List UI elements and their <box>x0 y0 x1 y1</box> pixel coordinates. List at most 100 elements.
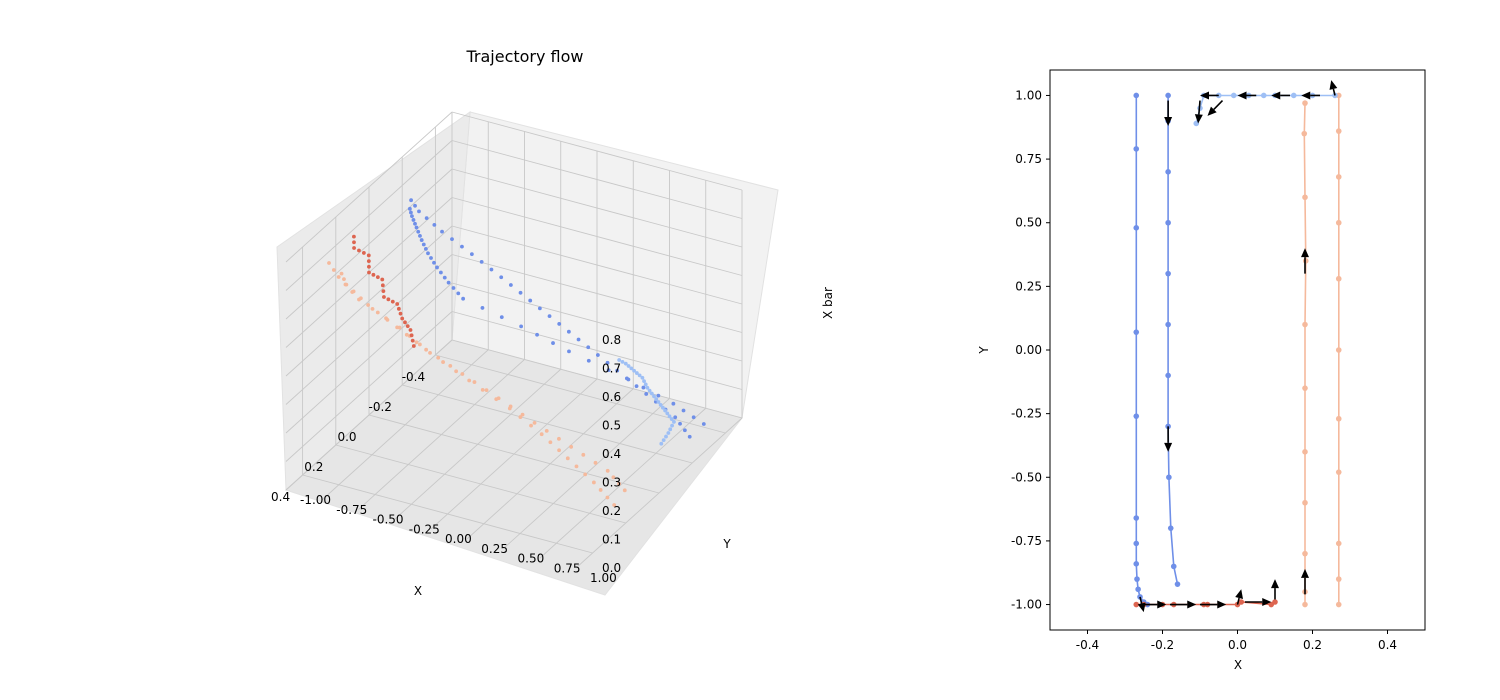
scatter-point-3d <box>499 315 504 320</box>
chart-title: Trajectory flow <box>465 47 583 66</box>
scatter-point-3d <box>593 460 598 465</box>
z-tick-label-3d: 0.5 <box>602 419 621 433</box>
flow-arrow-head <box>1164 117 1173 126</box>
series-point <box>1335 601 1342 608</box>
scatter-point-3d <box>632 368 636 373</box>
grid-3d <box>285 111 743 569</box>
y-tick-label-3d: -1.00 <box>300 493 331 507</box>
series-point <box>1133 601 1140 608</box>
scatter-point-3d <box>454 369 459 374</box>
scatter-point-3d <box>403 320 407 325</box>
scatter-point-3d <box>548 440 553 445</box>
scatter-point-3d <box>663 408 667 413</box>
scatter-point-3d <box>352 246 356 250</box>
scatter-point-3d <box>375 310 380 315</box>
y-tick-label-3d: -0.25 <box>409 522 440 536</box>
y-tick-label-3d: 0.75 <box>554 561 581 575</box>
grid-z-back <box>451 254 743 333</box>
scatter-point-3d <box>448 363 453 368</box>
series-point <box>1133 515 1140 521</box>
flow-arrow-shaft <box>1198 100 1201 115</box>
flow-arrow-head <box>1217 600 1227 609</box>
grid-z-left <box>285 140 453 291</box>
scatter-point-3d <box>611 475 616 480</box>
scatter-point-3d <box>336 275 341 279</box>
scatter-point-3d <box>426 251 430 256</box>
y-tick-label-3d: 0.25 <box>481 542 508 556</box>
grid-z-left <box>285 311 453 462</box>
x-tick-label: 0.2 <box>1303 638 1322 652</box>
scatter-point-3d <box>664 434 668 439</box>
scatter-point-3d <box>615 368 620 373</box>
scatter-point-3d <box>595 353 600 357</box>
scatter-point-3d <box>606 368 611 373</box>
x-tick-label-3d: -0.2 <box>368 400 391 414</box>
scatter-point-3d <box>367 264 371 269</box>
y-tick-label: -0.75 <box>1011 534 1042 548</box>
series-point <box>1302 499 1308 506</box>
scatter-point-3d <box>421 242 426 247</box>
x-tick-label-3d: 0.4 <box>271 490 290 504</box>
scatter-point-3d <box>410 338 415 343</box>
scatter-point-3d <box>409 198 413 203</box>
series-point <box>1165 372 1171 379</box>
scatter-point-3d <box>411 218 416 222</box>
scatter-point-3d <box>634 384 639 389</box>
y-tick-label-3d: 0.50 <box>518 552 545 566</box>
flow-arrow-head <box>1237 91 1247 100</box>
scatter-point-3d <box>682 428 687 433</box>
scatter-point-3d <box>518 415 523 419</box>
scatter-point-3d <box>441 360 445 364</box>
scatter-point-3d <box>432 222 437 227</box>
scatter-point-3d <box>440 229 444 234</box>
flow-arrow-head <box>1271 579 1279 589</box>
series-point <box>1133 413 1140 419</box>
scatter-point-3d <box>405 324 410 329</box>
scatter-point-3d <box>451 286 456 290</box>
scatter-point-3d <box>701 422 706 426</box>
scatter-point-3d <box>423 246 428 251</box>
scatter-point-3d <box>652 394 656 399</box>
scatter-point-3d <box>413 221 417 226</box>
scatter-point-3d <box>661 438 666 443</box>
scatter-point-3d <box>435 265 439 270</box>
z-tick-label-3d: 0.6 <box>602 390 621 404</box>
scatter-point-3d <box>687 434 692 439</box>
scatter-point-3d <box>494 397 499 402</box>
scatter-point-3d <box>424 216 429 221</box>
scatter-point-3d <box>529 423 533 428</box>
scatter-point-3d <box>681 408 686 413</box>
scatter-point-3d <box>366 253 371 258</box>
series-point <box>1302 449 1308 455</box>
x-axis-label-3d: X <box>414 584 422 598</box>
x-tick-label-3d: -0.4 <box>402 370 425 384</box>
series-point <box>1133 92 1140 99</box>
series-point <box>1335 174 1342 180</box>
scatter-point-3d <box>489 267 494 272</box>
flow-arrow-head <box>1187 600 1197 609</box>
y-tick-label-3d: 0.00 <box>445 532 472 546</box>
series-point <box>1302 194 1308 201</box>
scatter-point-3d <box>446 280 451 285</box>
scatter-point-3d <box>565 456 570 461</box>
series-line-2 <box>1303 103 1307 605</box>
scatter-point-3d <box>670 423 674 428</box>
scatter-point-3d <box>366 259 371 263</box>
x-tick-label: 0.4 <box>1378 638 1397 652</box>
scatter-point-3d <box>547 314 552 319</box>
y-tick-label: 0.50 <box>1015 216 1042 230</box>
scatter-point-3d <box>668 427 673 432</box>
y-tick-label-3d: 1.00 <box>590 571 617 585</box>
scatter-point-3d <box>520 412 525 417</box>
x-axis-label-2d: X <box>1234 658 1242 672</box>
scatter-point-3d <box>432 260 436 265</box>
scatter-point-3d <box>350 290 355 294</box>
scatter-point-3d <box>622 488 627 493</box>
flow-arrow-head <box>1164 442 1173 452</box>
scatter-point-3d <box>667 414 672 419</box>
scatter-point-3d <box>418 234 422 238</box>
scatter-point-3d <box>539 432 544 437</box>
scatter-point-3d <box>436 355 441 360</box>
scatter-point-3d <box>327 261 331 265</box>
scatter-point-3d <box>331 268 336 272</box>
